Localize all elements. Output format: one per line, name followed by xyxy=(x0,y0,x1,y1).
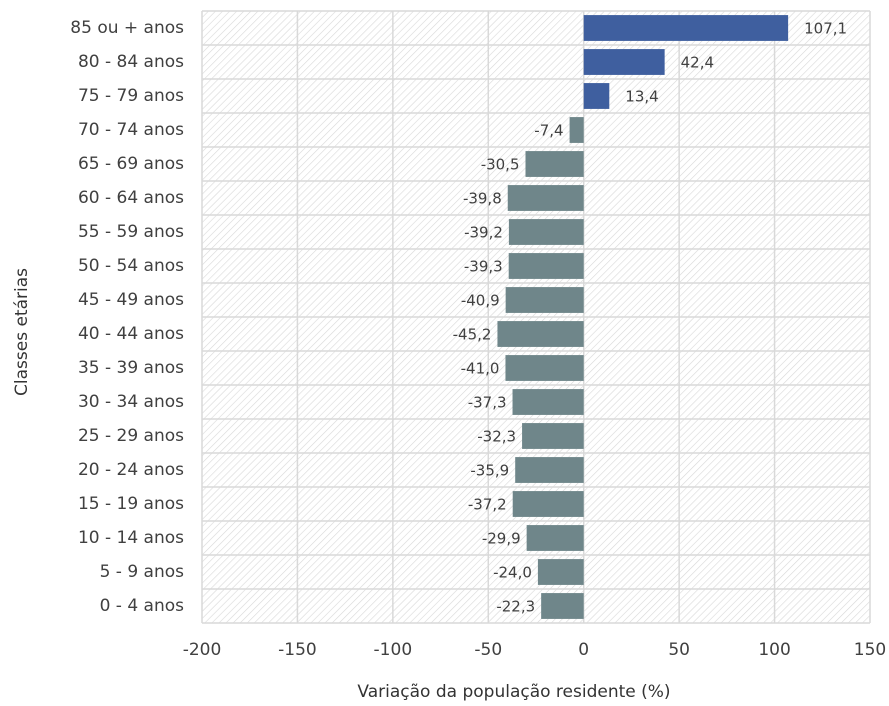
value-label: 13,4 xyxy=(625,88,658,106)
bar xyxy=(497,321,584,347)
value-label: -24,0 xyxy=(493,564,532,582)
x-tick-label: 150 xyxy=(854,640,886,660)
y-tick-label: 25 - 29 anos xyxy=(78,426,184,446)
value-label: -32,3 xyxy=(477,428,516,446)
y-tick-label: 0 - 4 anos xyxy=(100,596,185,616)
bar xyxy=(583,15,789,41)
bar xyxy=(569,117,584,143)
value-label: -7,4 xyxy=(534,122,563,140)
x-tick-label: 50 xyxy=(668,640,690,660)
y-tick-label: 20 - 24 anos xyxy=(78,460,184,480)
value-label: -41,0 xyxy=(461,360,500,378)
x-tick-label: -100 xyxy=(374,640,413,660)
bar xyxy=(508,219,584,245)
y-tick-label: 85 ou + anos xyxy=(70,18,184,38)
value-label: -39,8 xyxy=(463,190,502,208)
y-tick-label: 40 - 44 anos xyxy=(78,324,184,344)
bar xyxy=(583,49,665,75)
x-tick-label: -150 xyxy=(278,640,317,660)
y-tick-label: 55 - 59 anos xyxy=(78,222,184,242)
y-tick-label: 50 - 54 anos xyxy=(78,256,184,276)
bar xyxy=(526,525,584,551)
bar xyxy=(522,423,584,449)
bar xyxy=(525,151,584,177)
y-axis-label: Classes etárias xyxy=(12,268,32,396)
x-tick-label: -50 xyxy=(474,640,502,660)
y-tick-label: 45 - 49 anos xyxy=(78,290,184,310)
y-tick-label: 15 - 19 anos xyxy=(78,494,184,514)
bar xyxy=(583,83,610,109)
y-tick-label: 70 - 74 anos xyxy=(78,120,184,140)
bar xyxy=(508,253,584,279)
bar xyxy=(512,491,584,517)
y-tick-label: 65 - 69 anos xyxy=(78,154,184,174)
value-label: -40,9 xyxy=(461,292,500,310)
value-label: 107,1 xyxy=(804,20,847,38)
y-tick-label: 30 - 34 anos xyxy=(78,392,184,412)
value-label: -35,9 xyxy=(470,462,509,480)
x-tick-label: 0 xyxy=(578,640,589,660)
value-label: -39,3 xyxy=(464,258,503,276)
x-tick-label: -200 xyxy=(183,640,222,660)
value-label: -22,3 xyxy=(496,598,535,616)
bar xyxy=(505,355,584,381)
value-label: -39,2 xyxy=(464,224,503,242)
value-label: 42,4 xyxy=(681,54,714,72)
y-tick-label: 35 - 39 anos xyxy=(78,358,184,378)
y-tick-label: 60 - 64 anos xyxy=(78,188,184,208)
y-tick-label: 10 - 14 anos xyxy=(78,528,184,548)
y-tick-label: 80 - 84 anos xyxy=(78,52,184,72)
y-tick-label: 5 - 9 anos xyxy=(100,562,185,582)
bar xyxy=(512,389,584,415)
value-label: -29,9 xyxy=(482,530,521,548)
bar xyxy=(505,287,584,313)
x-tick-label: 100 xyxy=(758,640,790,660)
y-tick-label: 75 - 79 anos xyxy=(78,86,184,106)
bar xyxy=(507,185,584,211)
bar xyxy=(515,457,584,483)
value-label: -37,2 xyxy=(468,496,507,514)
value-label: -45,2 xyxy=(453,326,492,344)
value-label: -30,5 xyxy=(481,156,520,174)
x-axis-label: Variação da população residente (%) xyxy=(357,682,670,702)
value-label: -37,3 xyxy=(468,394,507,412)
bar xyxy=(541,593,584,619)
bar xyxy=(537,559,584,585)
